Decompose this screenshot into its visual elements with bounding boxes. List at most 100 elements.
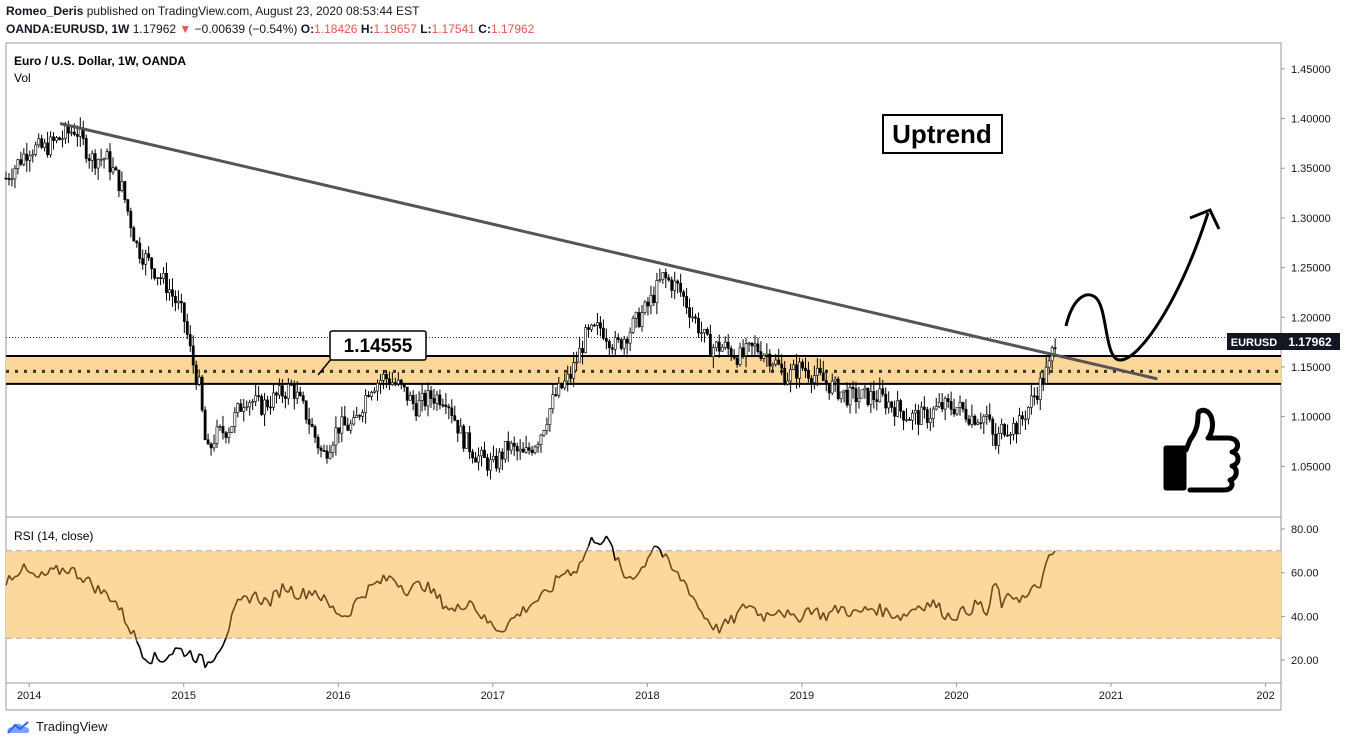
rsi-segment bbox=[204, 661, 209, 669]
rsi-segment bbox=[1039, 573, 1045, 588]
candle bbox=[242, 398, 246, 422]
candle bbox=[349, 419, 353, 434]
rsi-segment bbox=[816, 607, 822, 620]
projection-path[interactable] bbox=[1064, 212, 1210, 362]
rsi-segment bbox=[597, 542, 601, 546]
rsi-segment bbox=[483, 614, 489, 624]
candle bbox=[584, 324, 587, 354]
rsi-segment bbox=[908, 608, 914, 613]
rsi-axis[interactable]: 80.00 60.00 40.00 20.00 bbox=[1281, 524, 1319, 667]
rsi-segment bbox=[136, 640, 141, 648]
candle bbox=[732, 349, 736, 360]
price-axis[interactable]: 1.45000 1.40000 1.35000 1.30000 1.25000 1.200… bbox=[1281, 64, 1331, 473]
candle bbox=[1047, 356, 1051, 375]
candle bbox=[188, 325, 192, 352]
footer-brand[interactable]: TradingView bbox=[6, 719, 108, 734]
candle bbox=[539, 433, 543, 453]
rsi-segment bbox=[590, 536, 596, 544]
candle bbox=[138, 237, 142, 264]
candle bbox=[967, 415, 971, 426]
rsi-segment bbox=[861, 606, 866, 613]
symbol-label: OANDA:EURUSD, 1W bbox=[6, 22, 130, 36]
candle bbox=[61, 130, 64, 148]
rsi-segment bbox=[754, 607, 759, 617]
candle bbox=[295, 381, 299, 404]
rsi-segment bbox=[807, 607, 813, 616]
rsi-segment bbox=[956, 609, 961, 621]
thumbs-up-icon bbox=[1163, 407, 1241, 493]
candle bbox=[251, 398, 255, 411]
candle bbox=[640, 304, 644, 332]
rsi-segment bbox=[522, 605, 527, 613]
rsi-segment bbox=[896, 614, 902, 621]
trendline[interactable] bbox=[59, 122, 1158, 381]
candle bbox=[206, 433, 210, 445]
candle bbox=[661, 272, 665, 284]
pane-title: Euro / U.S. Dollar, 1W, OANDA bbox=[14, 54, 186, 68]
rsi-segment bbox=[94, 585, 99, 594]
candle bbox=[714, 340, 718, 352]
candle bbox=[385, 371, 388, 389]
level-callout-box[interactable] bbox=[329, 330, 427, 361]
uptrend-box[interactable] bbox=[882, 114, 1003, 154]
candle bbox=[489, 452, 492, 480]
rsi-segment bbox=[344, 615, 348, 618]
rsi-segment bbox=[938, 602, 943, 617]
candle bbox=[518, 439, 522, 460]
time-tick-label: 2014 bbox=[17, 690, 41, 702]
rsi-segment bbox=[697, 607, 703, 613]
rsi-segment bbox=[769, 613, 773, 617]
rsi-segment bbox=[584, 546, 590, 554]
price-tag bbox=[1281, 333, 1340, 350]
rsi-segment bbox=[721, 618, 726, 626]
rsi-segment bbox=[371, 582, 375, 586]
candle bbox=[625, 336, 629, 355]
candle bbox=[343, 405, 347, 426]
candle bbox=[99, 148, 103, 167]
rsi-segment bbox=[237, 598, 242, 601]
rsi-segment bbox=[463, 606, 468, 611]
candle bbox=[43, 138, 47, 152]
projection-arrowhead-icon bbox=[1189, 208, 1221, 230]
candle bbox=[878, 377, 882, 403]
time-axis[interactable]: 2014 2015 2016 2017 2018 2019 2020 2021 202 bbox=[17, 683, 1275, 702]
rsi-segment bbox=[846, 614, 851, 618]
candle bbox=[548, 407, 552, 432]
rsi-segment bbox=[905, 611, 911, 617]
candle bbox=[1024, 410, 1027, 430]
candle bbox=[200, 375, 204, 413]
rsi-segment bbox=[124, 622, 129, 628]
rsi-segment bbox=[1003, 593, 1009, 600]
rsi-segment bbox=[400, 585, 406, 594]
rsi-segment bbox=[659, 548, 664, 558]
price-tick-label: 1.05000 bbox=[1291, 461, 1331, 473]
rsi-band bbox=[6, 550, 1281, 639]
rsi-segment bbox=[665, 553, 670, 560]
level-callout-pointer bbox=[317, 357, 333, 376]
rsi-segment bbox=[778, 609, 783, 615]
rsi-segment bbox=[86, 576, 90, 579]
rsi-segment bbox=[852, 608, 857, 612]
candle bbox=[988, 403, 992, 423]
candle bbox=[483, 441, 486, 458]
candle bbox=[1006, 424, 1009, 438]
candle bbox=[4, 171, 8, 180]
rsi-segment bbox=[772, 613, 777, 617]
rsi-segment bbox=[415, 580, 420, 583]
candle bbox=[411, 390, 415, 411]
rsi-segment bbox=[406, 589, 411, 597]
rsi-segment bbox=[162, 658, 168, 663]
author-name[interactable]: Romeo_Deris bbox=[6, 4, 84, 18]
rsi-segment bbox=[1009, 595, 1015, 600]
candle bbox=[807, 361, 810, 383]
candle bbox=[884, 387, 888, 415]
candle bbox=[209, 441, 213, 456]
rsi-segment bbox=[876, 603, 881, 616]
rsi-segment bbox=[501, 629, 506, 633]
candle bbox=[447, 403, 451, 420]
rsi-segment bbox=[1027, 587, 1033, 596]
candle bbox=[1003, 423, 1007, 438]
candle bbox=[405, 386, 409, 406]
candle bbox=[263, 392, 266, 427]
